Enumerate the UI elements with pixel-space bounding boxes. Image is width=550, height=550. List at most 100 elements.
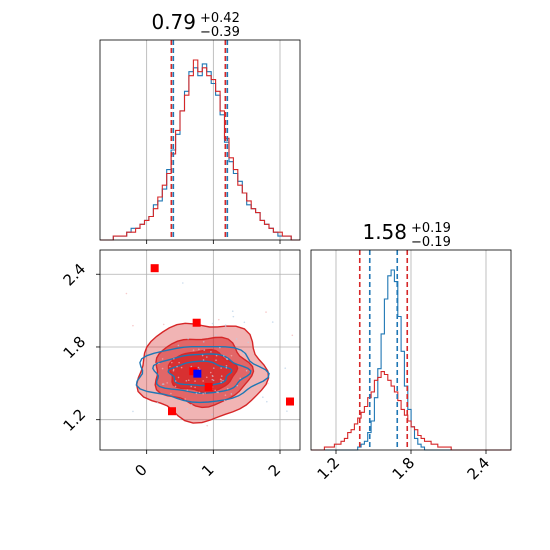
scatter-cloud-point [190, 404, 193, 406]
scatter-ytick-label-2: 2.4 [60, 260, 90, 290]
scatter-cloud-point [215, 334, 217, 337]
scatter-cloud-point [173, 358, 175, 360]
scatter-cloud-point [197, 366, 200, 369]
scatter-xtick-label-1: 1 [198, 461, 217, 480]
scatter-cloud-point [284, 367, 287, 369]
hist1-grid [146, 40, 281, 240]
hist1-frame [99, 39, 301, 241]
scatter-cloud-point [174, 385, 177, 388]
scatter-cloud-point [161, 367, 164, 370]
scatter-cloud-point [201, 354, 204, 357]
scatter-cloud-point [271, 321, 274, 323]
scatter-cloud-point [225, 365, 228, 367]
scatter-cloud-point [204, 392, 206, 394]
scatter-cloud-point [214, 389, 216, 392]
scatter-cloud-point [178, 361, 180, 364]
scatter-cloud-point [215, 354, 218, 357]
scatter-cloud-point [226, 358, 228, 361]
scatter-cloud-point [219, 378, 222, 381]
marker-red-0 [150, 264, 159, 273]
scatter-cloud-point [172, 369, 175, 372]
scatter-cloud-point [286, 410, 288, 412]
scatter-cloud-point [171, 361, 173, 364]
scatter-cloud-point [211, 374, 214, 377]
hist2-quantiles [358, 250, 409, 450]
scatter-cloud-point [194, 386, 196, 389]
scatter-cloud-point [156, 401, 159, 404]
scatter-cloud-point [209, 371, 212, 374]
scatter-cloud-point [247, 341, 249, 344]
scatter-cloud-point [202, 340, 205, 343]
scatter-cloud-point [170, 392, 172, 395]
hist1-title: 0.79 [151, 10, 196, 34]
scatter-cloud-point [225, 366, 228, 369]
hist1-title-plus: +0.42 [200, 11, 240, 26]
scatter-cloud-point [217, 318, 220, 321]
scatter-cloud-point [211, 378, 214, 381]
scatter-points [125, 264, 294, 427]
marker-red-1 [192, 318, 201, 327]
scatter-cloud-point [223, 399, 226, 402]
scatter-cloud-point [172, 368, 175, 371]
scatter-cloud-point [166, 382, 168, 384]
scatter-cloud-point [262, 396, 264, 399]
panel-scatter-2d: 0 1 2 1.2 1.8 2.4 [60, 249, 301, 480]
scatter-cloud-point [206, 424, 209, 427]
scatter-cloud-point [224, 324, 227, 326]
scatter-cloud-point [177, 344, 180, 347]
hist2-title-value: 1.58 [362, 220, 407, 244]
scatter-ytick-label-1: 1.8 [60, 333, 90, 363]
scatter-cloud-point [266, 382, 269, 385]
hist1-quantiles [170, 40, 229, 240]
scatter-cloud-point [236, 384, 239, 387]
scatter-cloud-point [206, 356, 208, 358]
scatter-cloud-point [177, 376, 180, 379]
scatter-cloud-point [171, 400, 174, 403]
scatter-cloud-point [147, 367, 150, 370]
scatter-cloud-point [266, 400, 268, 403]
scatter-cloud-point [245, 369, 248, 372]
scatter-cloud-point [180, 366, 183, 369]
scatter-xtick-label-0: 0 [131, 461, 150, 480]
hist2-xticks: 1.2 1.8 2.4 [314, 450, 494, 484]
scatter-cloud-point [230, 393, 233, 395]
scatter-cloud-point [195, 392, 198, 395]
scatter-cloud-point [235, 338, 238, 340]
scatter-frame [99, 249, 301, 451]
scatter-cloud-point [203, 349, 206, 351]
scatter-cloud-point [132, 410, 134, 413]
hist1-series-1 [100, 59, 300, 241]
marker-red-3 [286, 397, 294, 406]
hist1-series [100, 59, 300, 241]
scatter-cloud-point [231, 408, 234, 410]
hist1-title-minus: −0.39 [200, 25, 240, 40]
scatter-cloud-point [202, 359, 205, 361]
scatter-cloud-point [239, 377, 242, 380]
scatter-cloud-point [210, 351, 212, 353]
scatter-cloud-point [228, 410, 231, 413]
scatter-cloud-point [187, 337, 189, 340]
scatter-cloud-point [220, 375, 223, 377]
scatter-cloud-point [158, 362, 160, 365]
marker-red-2 [168, 407, 176, 416]
hist1-series-0 [100, 63, 300, 241]
scatter-cloud-point [154, 362, 156, 365]
hist2-xtick-label-2: 2.4 [464, 454, 494, 484]
contour-1-level-2 [167, 360, 233, 387]
scatter-cloud-point [232, 315, 235, 318]
scatter-cloud-point [197, 333, 200, 336]
scatter-cloud-point [230, 354, 233, 357]
scatter-cloud-point [224, 394, 227, 396]
marker-red-4 [204, 382, 213, 391]
contour-0-level-2 [167, 348, 239, 394]
scatter-cloud-point [265, 311, 267, 313]
scatter-cloud-point [174, 380, 177, 382]
scatter-cloud-point [162, 383, 165, 385]
scatter-cloud-point [185, 379, 188, 382]
scatter-cloud-point [125, 292, 128, 295]
scatter-cloud-point [198, 348, 200, 351]
scatter-yticks: 1.2 1.8 2.4 [60, 260, 100, 435]
scatter-cloud-point [190, 365, 193, 368]
scatter-cloud-point [219, 346, 221, 349]
scatter-cloud-point [212, 367, 215, 369]
